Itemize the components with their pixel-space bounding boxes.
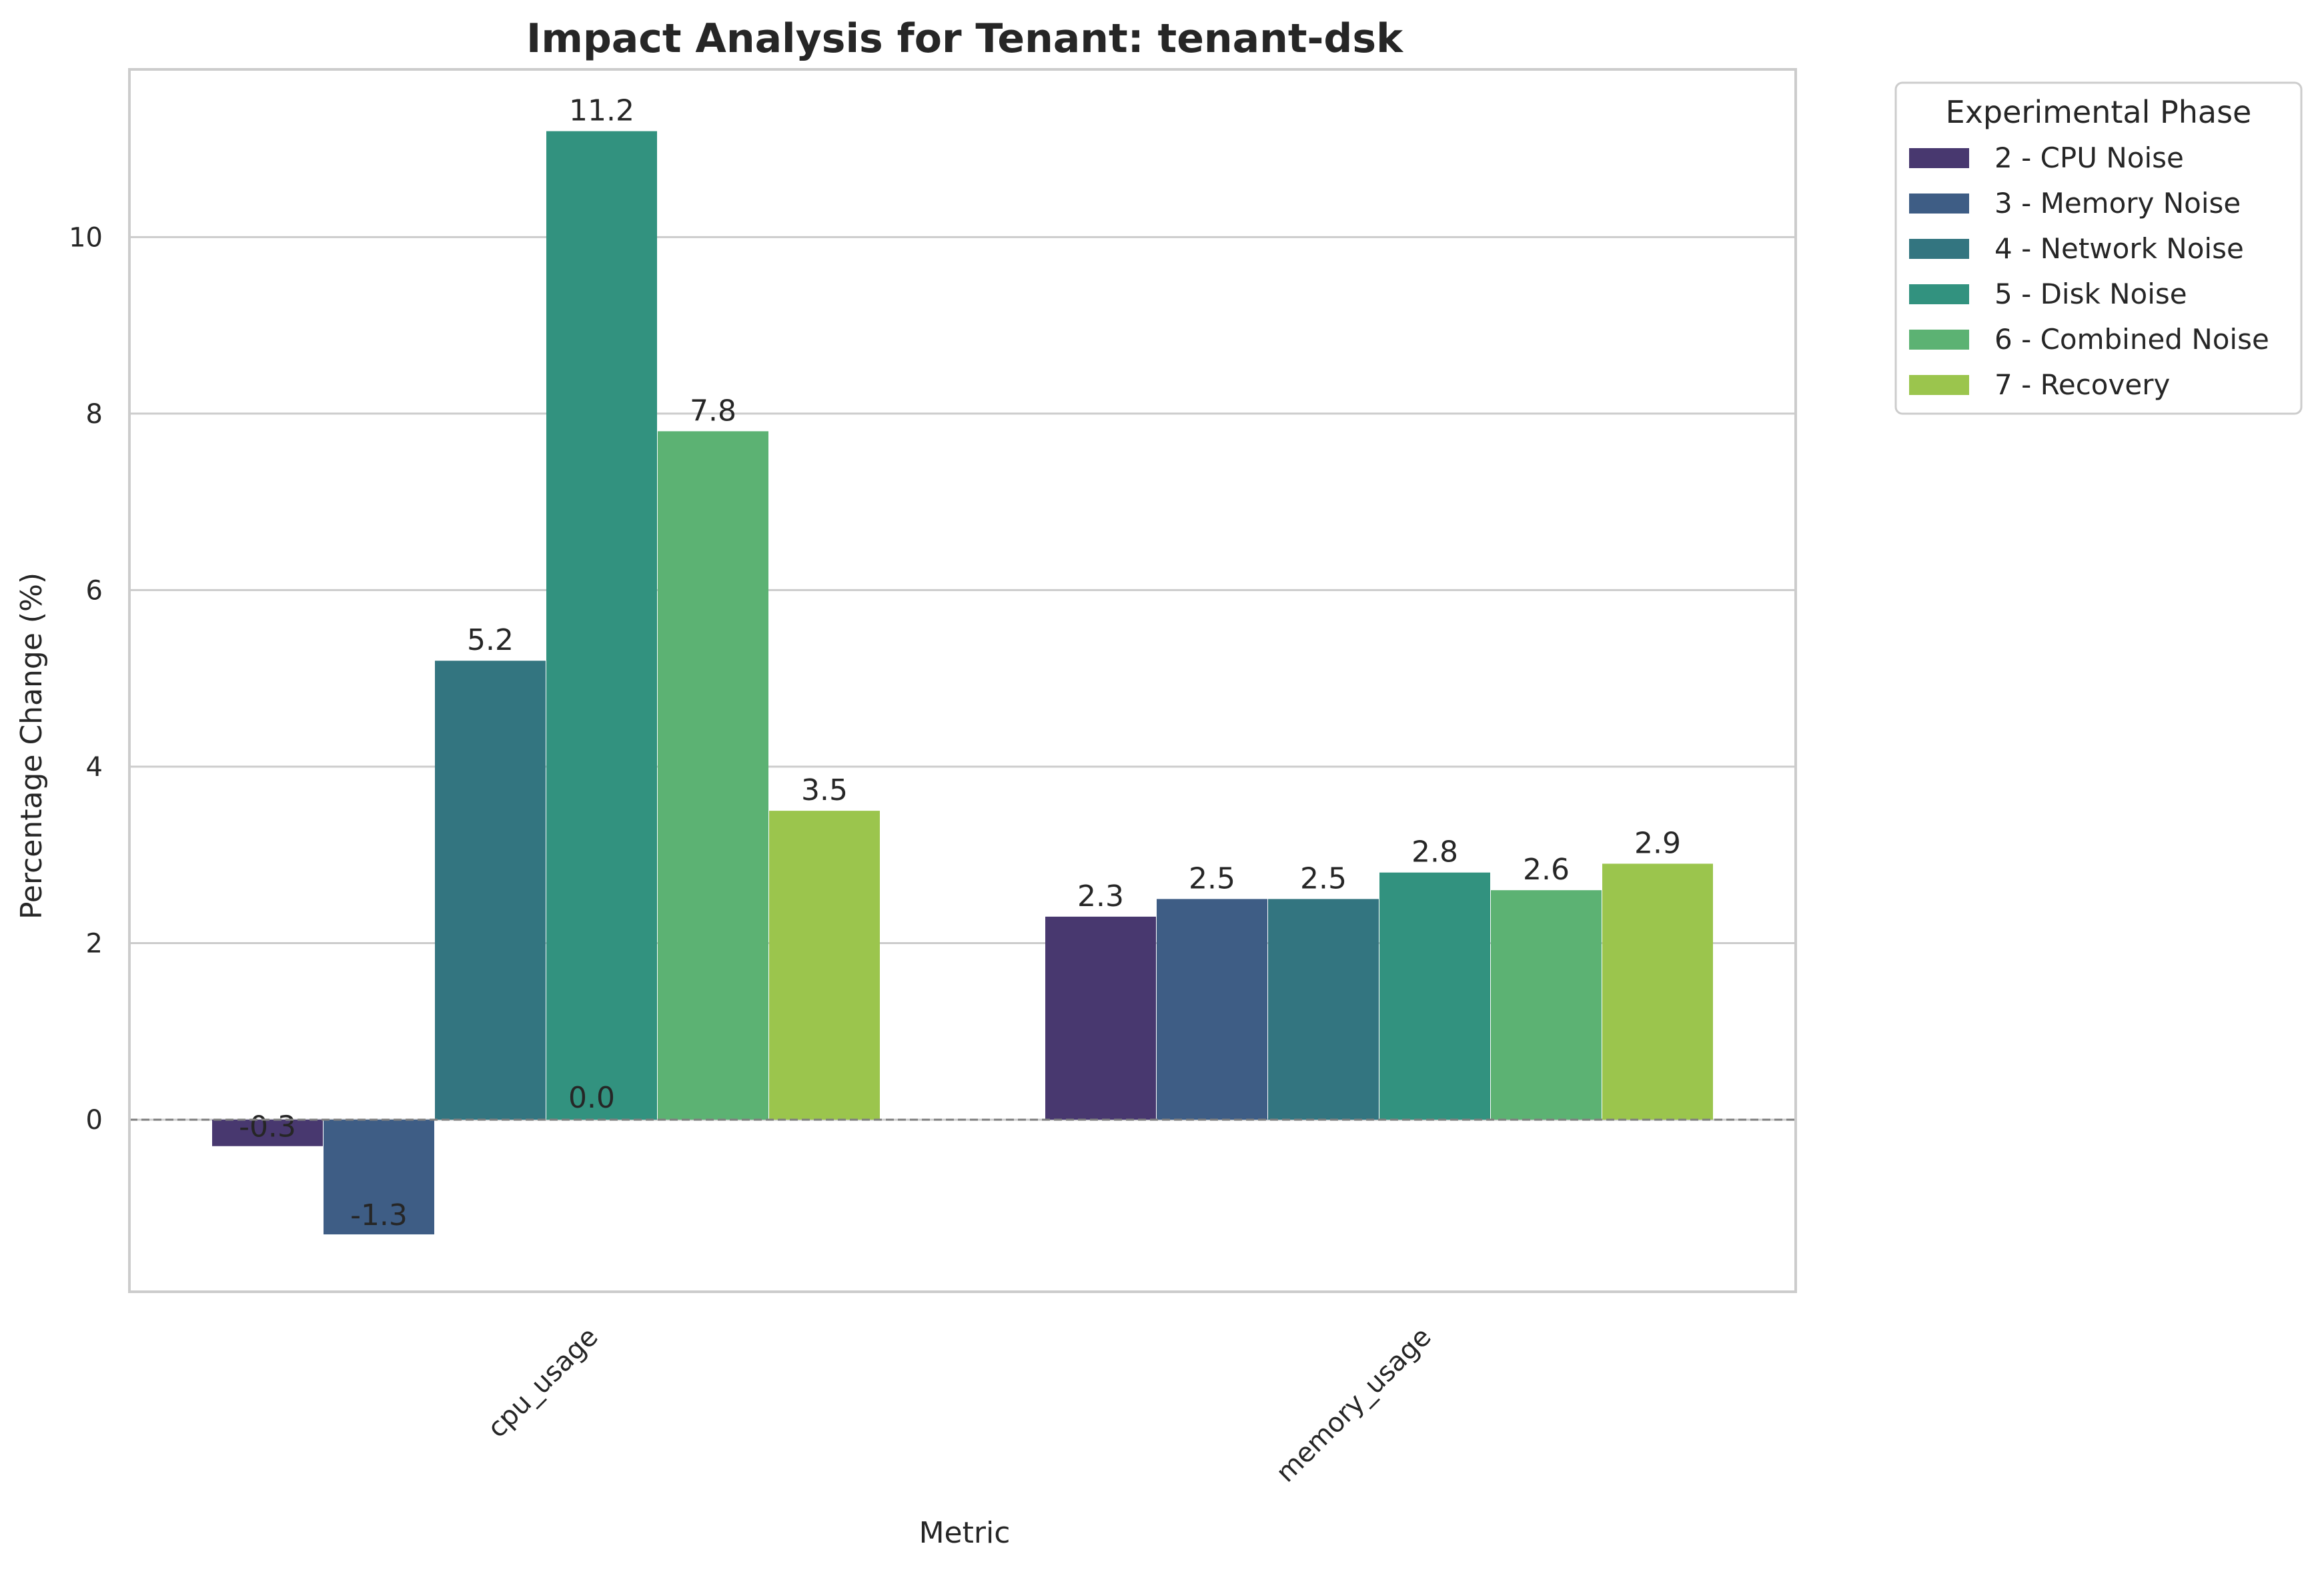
bar: [1045, 916, 1156, 1120]
legend-swatch: [1909, 330, 1969, 350]
bar-value-annotation: 0.0: [568, 1081, 615, 1115]
plot-area: 0 2 4 6 8 10 -0.3 -1.3 5.2 11.2 7.8 3.5 2.3 2.5 2.5 2.8…: [69, 68, 1797, 1489]
bar: [769, 811, 880, 1120]
bar: [1379, 872, 1490, 1120]
bar-value-label: 2.8: [1411, 835, 1458, 869]
y-tick-label: 10: [69, 222, 103, 253]
legend-swatch: [1909, 375, 1969, 395]
legend-swatch: [1909, 193, 1969, 214]
bar: [658, 431, 768, 1120]
bar-value-label: -1.3: [350, 1198, 408, 1232]
bar-value-label: 5.2: [467, 623, 514, 657]
legend-entry-label: 3 - Memory Noise: [1994, 187, 2241, 220]
bar-value-label: 7.8: [690, 394, 736, 428]
bar-value-label: 11.2: [569, 94, 634, 128]
legend-title: Experimental Phase: [1946, 94, 2252, 130]
bar: [1157, 899, 1267, 1120]
y-tick-label: 6: [86, 575, 103, 606]
bar: [1491, 890, 1602, 1120]
bar: [435, 661, 546, 1120]
x-axis-label: Metric: [919, 1516, 1011, 1550]
legend-entry-label: 2 - CPU Noise: [1994, 141, 2184, 174]
bar: [546, 131, 657, 1120]
bar-value-label: -0.3: [239, 1110, 296, 1144]
y-axis-label: Percentage Change (%): [15, 572, 49, 919]
chart-title: Impact Analysis for Tenant: tenant-dsk: [526, 15, 1404, 62]
legend-entry-label: 5 - Disk Noise: [1994, 278, 2187, 310]
legend-swatch: [1909, 284, 1969, 304]
y-tick-label: 2: [86, 929, 103, 959]
bar-value-label: 3.5: [801, 773, 848, 807]
bar-value-label: 2.3: [1077, 879, 1124, 913]
bar-value-label: 2.5: [1189, 861, 1235, 895]
legend: Experimental Phase 2 - CPU Noise 3 - Memor…: [1894, 81, 2303, 415]
legend-entry-label: 6 - Combined Noise: [1994, 323, 2269, 356]
legend-box: [1894, 81, 2303, 415]
bar-value-label: 2.6: [1523, 853, 1570, 887]
legend-swatch: [1909, 148, 1969, 168]
legend-swatch: [1909, 239, 1969, 259]
y-tick-label: 0: [86, 1105, 103, 1136]
bar-value-label: 2.5: [1300, 861, 1347, 895]
y-tick-label: 8: [86, 399, 103, 430]
bar: [1268, 899, 1379, 1120]
bar: [212, 1120, 323, 1146]
y-tick-label: 4: [86, 752, 103, 783]
legend-entry-label: 7 - Recovery: [1994, 368, 2170, 401]
bar-value-label: 2.9: [1634, 826, 1681, 860]
bar: [324, 1120, 434, 1235]
bar: [1602, 863, 1713, 1120]
plot-frame: [128, 68, 1797, 1293]
legend-entry-label: 4 - Network Noise: [1994, 232, 2244, 265]
